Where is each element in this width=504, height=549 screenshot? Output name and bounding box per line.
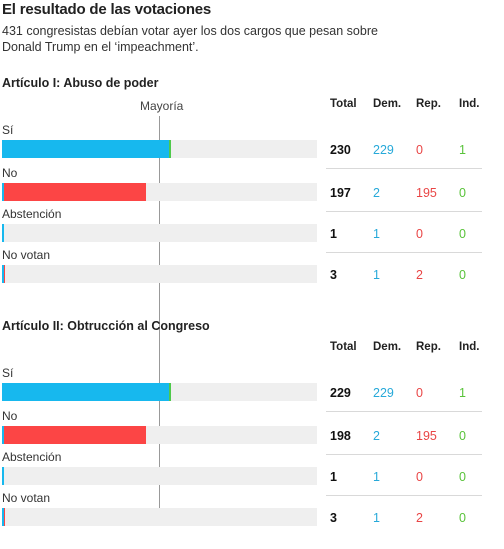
category-label: No — [2, 166, 18, 180]
bar-segment-rep — [3, 265, 5, 283]
total-value: 197 — [330, 186, 351, 200]
row-separator — [326, 411, 482, 412]
bar-segment-rep — [3, 508, 5, 526]
dem-value: 1 — [373, 470, 380, 484]
bar-track — [2, 265, 317, 283]
ind-value: 0 — [459, 227, 466, 241]
dem-value: 1 — [373, 511, 380, 525]
rep-value: 0 — [416, 227, 423, 241]
majority-line — [159, 116, 160, 509]
bar-segment-dem — [2, 426, 4, 444]
bar-segment-dem — [2, 383, 170, 401]
category-label: Sí — [2, 366, 14, 380]
category-label: No votan — [2, 491, 51, 505]
row-separator — [326, 454, 482, 455]
total-value: 229 — [330, 386, 351, 400]
ind-value: 1 — [459, 143, 466, 157]
column-header-ind: Ind. — [459, 98, 480, 110]
column-header-rep: Rep. — [416, 98, 441, 110]
bar-segment-dem — [2, 224, 4, 242]
rep-value: 0 — [416, 470, 423, 484]
category-label: No — [2, 409, 18, 423]
section-title: Artículo II: Obtrucción al Congreso — [2, 319, 210, 333]
total-value: 1 — [330, 470, 337, 484]
total-value: 230 — [330, 143, 351, 157]
column-header-dem: Dem. — [373, 98, 402, 110]
row-separator — [326, 495, 482, 496]
bar-track — [2, 183, 317, 201]
category-label: Sí — [2, 123, 14, 137]
ind-value: 0 — [459, 186, 466, 200]
article-section-1: Artículo I: Abuso de poder Total Dem. Rep. I… — [0, 76, 504, 306]
dem-value: 1 — [373, 268, 380, 282]
bar-segment-dem — [2, 140, 170, 158]
rep-value: 2 — [416, 268, 423, 282]
bar-track — [2, 383, 317, 401]
page-title: El resultado de las votaciones — [2, 1, 212, 18]
bar-track — [2, 508, 317, 526]
bar-segment-ind — [169, 383, 171, 401]
category-label: Abstención — [2, 450, 62, 464]
total-value: 198 — [330, 429, 351, 443]
category-label: Abstención — [2, 207, 62, 221]
row-separator — [326, 252, 482, 253]
category-label: No votan — [2, 248, 51, 262]
row-separator — [326, 211, 482, 212]
dem-value: 229 — [373, 143, 394, 157]
column-header-total: Total — [330, 98, 357, 110]
rep-value: 195 — [416, 186, 437, 200]
majority-label: Mayoría — [140, 99, 184, 113]
row-separator — [326, 168, 482, 169]
ind-value: 0 — [459, 470, 466, 484]
bar-segment-dem — [2, 265, 4, 283]
total-value: 3 — [330, 511, 337, 525]
bar-track — [2, 224, 317, 242]
bar-track — [2, 426, 317, 444]
dem-value: 2 — [373, 186, 380, 200]
dem-value: 229 — [373, 386, 394, 400]
rep-value: 0 — [416, 386, 423, 400]
total-value: 1 — [330, 227, 337, 241]
column-header-dem: Dem. — [373, 341, 402, 353]
rep-value: 0 — [416, 143, 423, 157]
bar-segment-ind — [169, 140, 171, 158]
column-header-rep: Rep. — [416, 341, 441, 353]
bar-segment-dem — [2, 183, 4, 201]
dem-value: 1 — [373, 227, 380, 241]
rep-value: 195 — [416, 429, 437, 443]
bar-segment-dem — [2, 467, 4, 485]
bar-track — [2, 467, 317, 485]
bar-segment-rep — [3, 426, 147, 444]
dem-value: 2 — [373, 429, 380, 443]
column-header-total: Total — [330, 341, 357, 353]
section-title: Artículo I: Abuso de poder — [2, 76, 159, 90]
column-header-ind: Ind. — [459, 341, 480, 353]
ind-value: 0 — [459, 511, 466, 525]
ind-value: 0 — [459, 429, 466, 443]
ind-value: 0 — [459, 268, 466, 282]
rep-value: 2 — [416, 511, 423, 525]
bar-track — [2, 140, 317, 158]
ind-value: 1 — [459, 386, 466, 400]
total-value: 3 — [330, 268, 337, 282]
bar-segment-rep — [3, 183, 147, 201]
page-subtitle: 431 congresistas debían votar ayer los d… — [2, 24, 378, 54]
article-section-2: Artículo II: Obtrucción al Congreso Total… — [0, 319, 504, 549]
